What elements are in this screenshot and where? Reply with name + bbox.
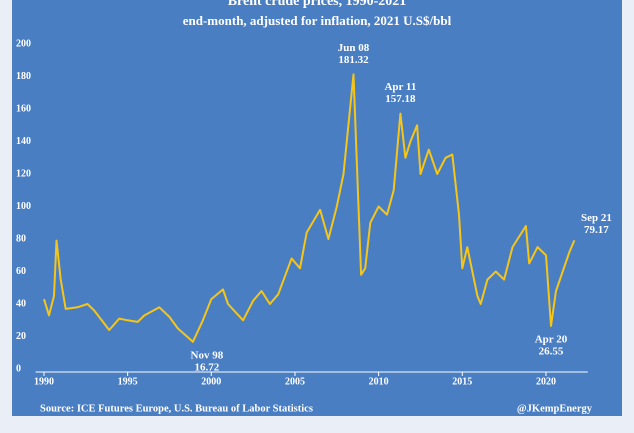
value-label: 79.17 [584,224,609,236]
y-tick-label: 180 [16,71,31,82]
y-tick-label: 120 [16,168,31,179]
chart-subtitle: end-month, adjusted for inflation, 2021 … [183,13,452,28]
x-tick-label: 2010 [369,376,389,387]
y-tick-label: 20 [16,331,26,342]
value-label: 157.18 [385,93,416,105]
source: Source: ICE Futures Europe, U.S. Bureau … [40,403,313,414]
y-tick-label: 0 [16,363,21,374]
y-tick-label: 40 [16,298,26,309]
y-tick-label: 200 [16,38,31,49]
y-tick-label: 100 [16,201,31,212]
y-tick-label: 80 [16,233,26,244]
annotation: Sep 21 [581,212,612,224]
value-label: 181.32 [338,54,369,66]
chart-title: Brent crude prices, 1990-2021 [228,0,407,9]
annotation: Nov 98 [191,349,224,361]
value-label: 16.72 [195,361,220,373]
value-label: 26.55 [539,345,564,357]
annotation: Jun 08 [338,42,370,54]
y-tick-label: 160 [16,103,31,114]
x-tick-label: 2015 [452,376,472,387]
annotation: Apr 11 [384,81,416,93]
x-tick-label: 2020 [536,376,556,387]
x-tick-label: 1990 [34,376,54,387]
x-tick-label: 1995 [118,376,138,387]
panel [12,0,622,416]
price-line [43,73,576,343]
annotation: Apr 20 [535,333,568,345]
y-tick-label: 140 [16,136,31,147]
x-tick-label: 2000 [201,376,221,387]
y-tick-label: 60 [16,266,26,277]
x-tick-label: 2005 [285,376,305,387]
credit: @JKempEnergy [517,403,593,414]
